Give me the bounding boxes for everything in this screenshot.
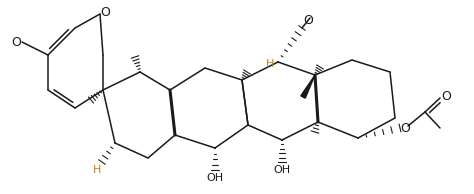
Text: OH: OH [273,165,291,175]
Text: O: O [11,36,21,48]
Text: O: O [400,121,410,134]
Text: O: O [441,89,451,102]
Text: H: H [266,59,274,69]
Text: H: H [93,165,101,175]
Text: ·: · [137,61,139,67]
Text: O: O [100,5,110,18]
Text: O: O [303,15,313,28]
Text: OH: OH [207,173,224,183]
Polygon shape [301,75,315,98]
